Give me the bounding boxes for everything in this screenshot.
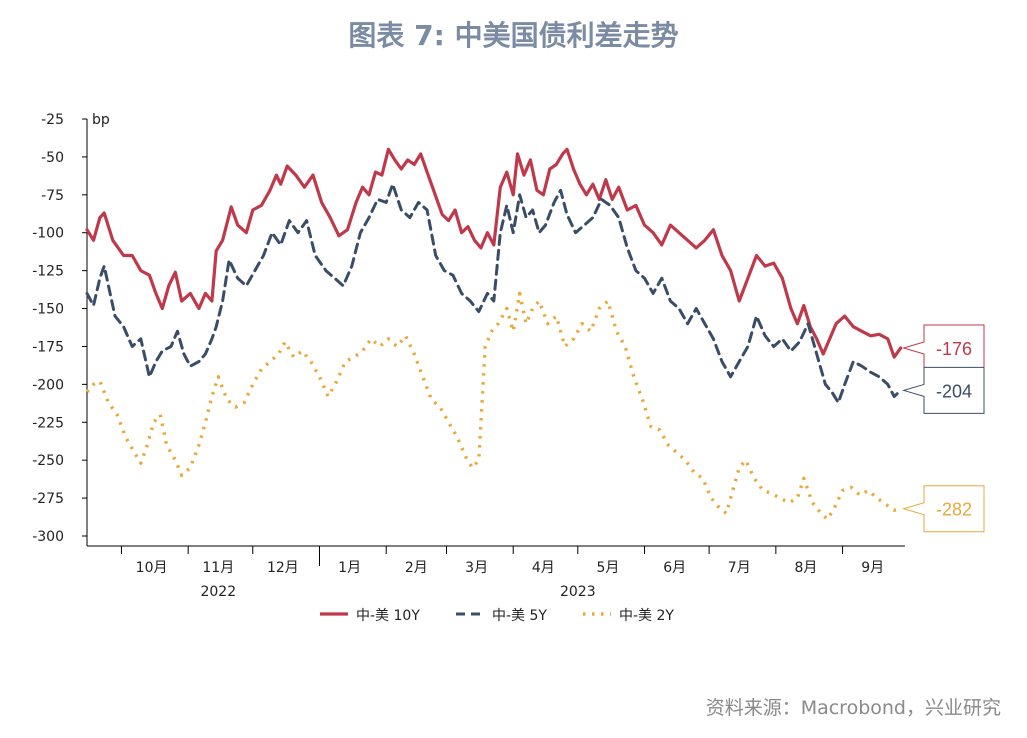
x-tick-label: 1月 <box>338 560 361 576</box>
end-labels: -176 -204 -282 <box>901 324 985 533</box>
y-tick-label: -225 <box>32 415 64 431</box>
x-tick-label: 12月 <box>267 560 299 576</box>
x-tick-label: 5月 <box>596 560 619 576</box>
x-tick-label: 2月 <box>405 560 428 576</box>
series-line-5y <box>85 182 903 405</box>
y-tick-label: -300 <box>32 529 64 545</box>
x-tick-label: 4月 <box>532 560 555 576</box>
x-tick-label: 8月 <box>795 560 818 576</box>
series-line-2y <box>85 291 902 521</box>
end-label-value: -204 <box>936 381 972 401</box>
y-tick-label: -125 <box>32 264 64 280</box>
legend-label: 中-美 5Y <box>492 608 547 624</box>
end-label-box <box>901 324 985 372</box>
y-tick-label: -100 <box>32 226 64 242</box>
x-axis: 10月 11月 12月 1月 2月 3月 4月 5月 6月 7月 8月 9月 2022 2023 <box>87 545 905 600</box>
x-tick-label: 7月 <box>728 560 751 576</box>
y-tick-label: -25 <box>41 112 64 128</box>
legend: 中-美 10Y 中-美 5Y 中-美 2Y <box>320 608 674 624</box>
source-note: 资料来源：Macrobond，兴业研究 <box>705 697 1001 719</box>
y-tick-label: -75 <box>41 188 64 204</box>
year-label: 2022 <box>200 584 236 600</box>
x-tick-label: 9月 <box>861 560 884 576</box>
legend-label: 中-美 10Y <box>356 608 420 624</box>
y-tick-label: -200 <box>32 377 64 393</box>
end-label-value: -176 <box>936 339 972 359</box>
x-tick-label: 3月 <box>465 560 488 576</box>
year-label: 2023 <box>560 584 596 600</box>
y-tick-label: -250 <box>32 453 64 469</box>
series-group <box>85 147 903 521</box>
legend-label: 中-美 2Y <box>619 608 674 624</box>
y-tick-label: -150 <box>32 302 64 318</box>
x-tick-label: 10月 <box>136 560 168 576</box>
end-label-value: -282 <box>936 500 972 520</box>
y-axis: -25 -50 -75 -100 -125 -150 -175 -200 -225 -250 -27… <box>32 112 88 546</box>
end-label-box <box>901 366 985 414</box>
chart-title: 图表 7: 中美国债利差走势 <box>348 19 679 52</box>
x-tick-label: 6月 <box>663 560 686 576</box>
y-tick-label: -275 <box>32 491 64 507</box>
y-tick-label: -50 <box>41 150 64 166</box>
series-line-10y <box>85 147 903 359</box>
y-tick-label: -175 <box>32 339 64 355</box>
end-label-box <box>901 485 985 533</box>
x-tick-label: 11月 <box>202 560 234 576</box>
y-unit-label: bp <box>92 112 110 128</box>
